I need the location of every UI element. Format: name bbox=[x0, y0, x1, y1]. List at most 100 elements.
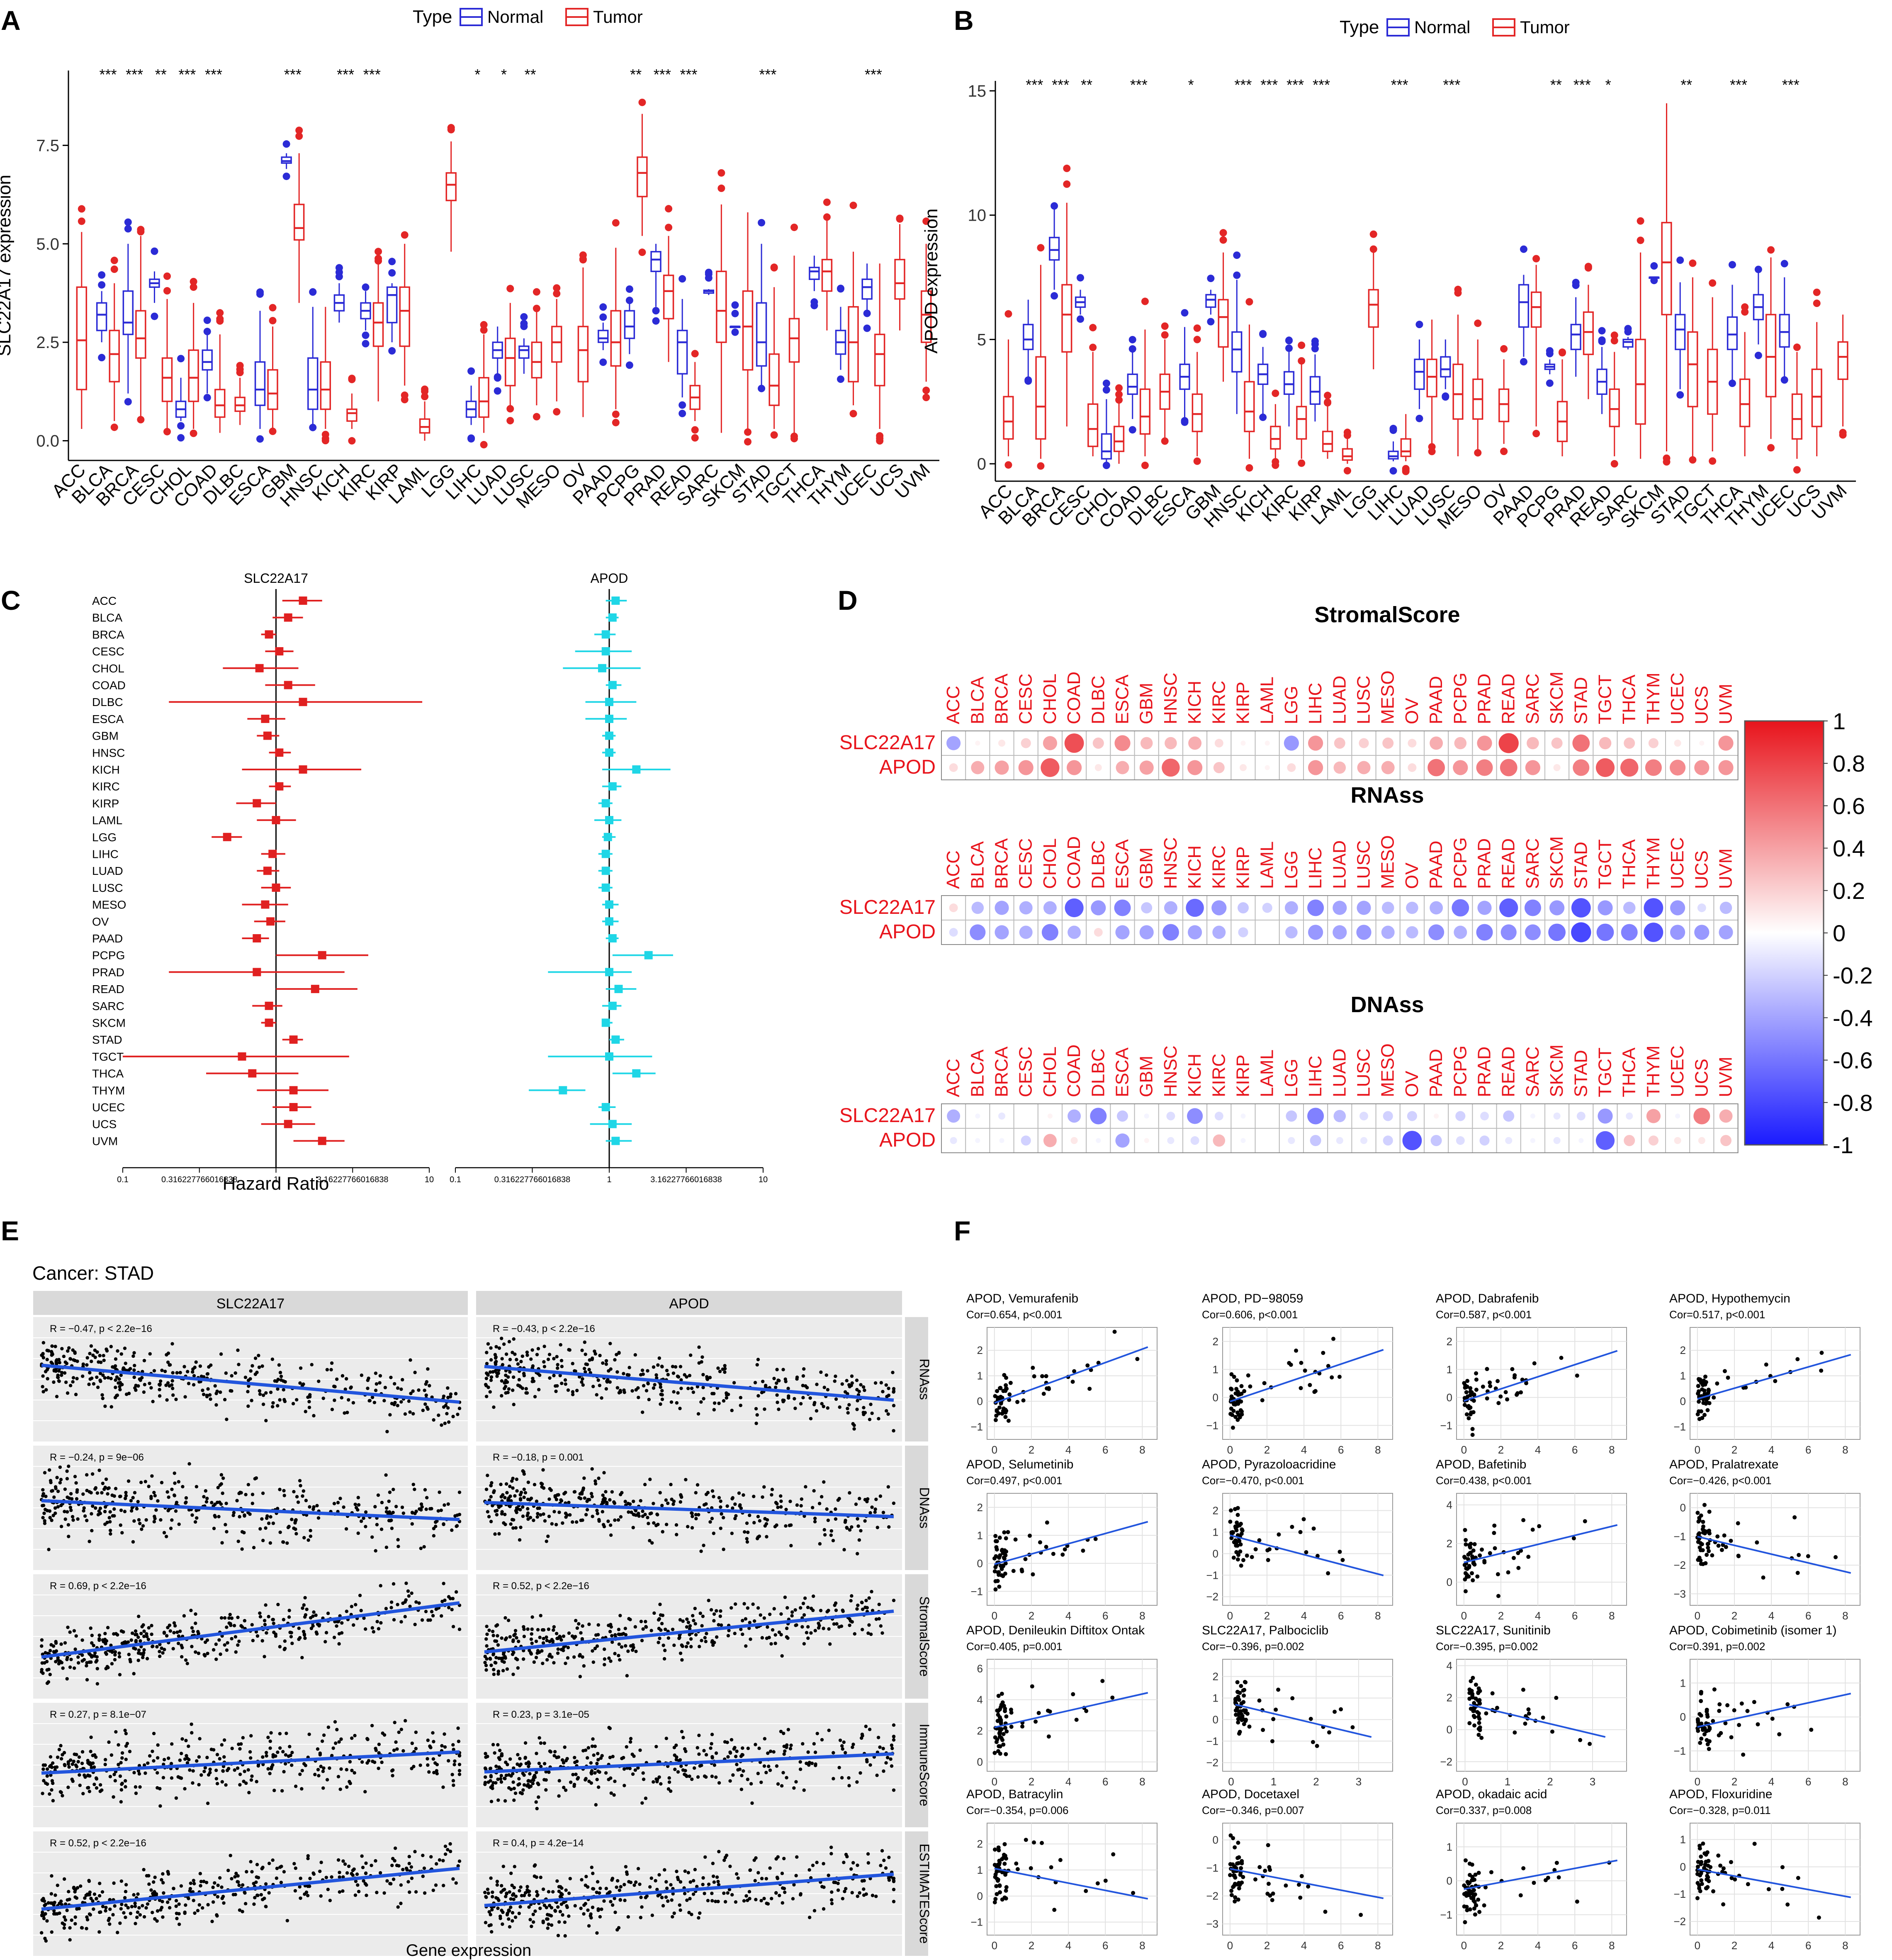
scatter-point bbox=[694, 1517, 698, 1521]
scatter-point bbox=[736, 1768, 740, 1772]
scatter-point bbox=[387, 1519, 391, 1522]
scatter-point bbox=[142, 1648, 146, 1652]
scatter-point bbox=[652, 1502, 655, 1505]
scatter-point bbox=[756, 1606, 760, 1610]
scatter-point bbox=[840, 1744, 844, 1748]
scatter-point bbox=[496, 1670, 501, 1673]
scatter-point bbox=[574, 1520, 579, 1524]
scatter-point bbox=[731, 1773, 735, 1777]
scatter-point bbox=[158, 1643, 162, 1646]
correlation-dot-dnass-apod-lgg bbox=[1288, 1137, 1295, 1144]
scatter-point bbox=[378, 1871, 382, 1875]
matrix-col-label-lgg: LGG bbox=[1281, 686, 1301, 724]
scatter-point bbox=[197, 1631, 200, 1636]
scatter-point bbox=[514, 1526, 518, 1530]
scatter-point bbox=[48, 1649, 52, 1653]
scatter-point bbox=[158, 1898, 162, 1902]
scatter-point bbox=[493, 1369, 497, 1373]
scatter-point bbox=[184, 1903, 187, 1907]
scatter-point bbox=[454, 1392, 458, 1395]
scatter-point bbox=[822, 1385, 826, 1389]
scatter-point bbox=[746, 1606, 750, 1610]
scatter-point bbox=[793, 1406, 797, 1410]
scatter-point bbox=[613, 1652, 617, 1656]
matrix-col-label-ucec: UCEC bbox=[1667, 672, 1688, 724]
scatter-point bbox=[547, 1654, 551, 1658]
outlier-point bbox=[652, 317, 660, 325]
scatter-point bbox=[195, 1485, 199, 1489]
correlation-dot-stromalscore-slc22a17-hnsc bbox=[1165, 737, 1177, 750]
correlation-dot-dnass-slc22a17-ucec bbox=[1675, 1113, 1680, 1119]
scatter-point bbox=[615, 1386, 620, 1390]
scatter-point bbox=[98, 1790, 102, 1793]
outlier-point bbox=[863, 324, 871, 332]
scatter-point bbox=[377, 1751, 381, 1755]
scatter-point bbox=[411, 1483, 415, 1486]
scatter-point bbox=[779, 1633, 783, 1636]
scatter-point bbox=[332, 1502, 336, 1505]
correlation-dot-stromalscore-apod-meso bbox=[1381, 761, 1395, 774]
outlier-point bbox=[520, 319, 528, 327]
scatter-point bbox=[672, 1500, 676, 1503]
box-normal-pcpg bbox=[624, 310, 635, 339]
scatter-point bbox=[513, 1352, 517, 1356]
scatter-point bbox=[496, 1371, 500, 1375]
scatter-point bbox=[545, 1635, 548, 1639]
scatter-point bbox=[764, 1383, 768, 1388]
scatter-point bbox=[119, 1523, 122, 1527]
scatter-point bbox=[490, 1481, 494, 1485]
scatter-point bbox=[855, 1378, 859, 1382]
scatter-point bbox=[67, 1346, 71, 1350]
scatter-point bbox=[595, 1393, 598, 1397]
scatter-point bbox=[566, 1646, 570, 1649]
correlation-dot-stromalscore-slc22a17-ucs bbox=[1699, 740, 1705, 746]
scatter-point bbox=[798, 1606, 803, 1610]
scatter-point bbox=[496, 1672, 500, 1676]
scatter-point bbox=[109, 1753, 114, 1757]
scatter-point bbox=[868, 1728, 872, 1731]
forest-row-label-paad: PAAD bbox=[92, 932, 123, 945]
scatter-point bbox=[653, 1383, 657, 1387]
scatter-point bbox=[364, 1524, 367, 1529]
scatter-point bbox=[230, 1746, 234, 1751]
scatter-point bbox=[127, 1653, 131, 1656]
outlier-point bbox=[1584, 263, 1592, 270]
correlation-dot-rnass-apod-blca bbox=[970, 924, 986, 940]
scatter-point bbox=[131, 1496, 135, 1500]
scatter-point bbox=[520, 1354, 525, 1358]
correlation-dot-dnass-apod-tgct bbox=[1595, 1131, 1615, 1150]
outlier-point bbox=[309, 288, 317, 296]
scatter-point bbox=[80, 1374, 85, 1378]
scatter-point bbox=[444, 1403, 448, 1407]
scatter-point bbox=[443, 1844, 447, 1848]
scatter-point bbox=[486, 1342, 490, 1346]
matrix-col-label-chol: CHOL bbox=[1040, 1047, 1060, 1097]
scatter-point bbox=[511, 1518, 516, 1522]
correlation-dot-stromalscore-slc22a17-luad bbox=[1334, 738, 1345, 749]
scatter-point bbox=[426, 1738, 430, 1742]
scatter-point bbox=[269, 1767, 273, 1771]
matrix-col-label-thca: THCA bbox=[1619, 839, 1639, 889]
outlier-point bbox=[1428, 448, 1436, 455]
scatter-point bbox=[575, 1388, 579, 1393]
outlier-point bbox=[520, 313, 528, 321]
box-normal-gbm bbox=[281, 156, 292, 164]
scatter-point bbox=[447, 1420, 451, 1424]
scatter-point bbox=[166, 1360, 170, 1364]
scatter-point bbox=[501, 1363, 505, 1367]
scatter-point bbox=[590, 1495, 594, 1499]
scatter-point bbox=[141, 1653, 145, 1657]
scatter-point bbox=[710, 1742, 713, 1746]
matrix-cell bbox=[1327, 1128, 1352, 1153]
scatter-point bbox=[280, 1789, 284, 1793]
correlation-dot-stromalscore-apod-read bbox=[1500, 759, 1517, 777]
facet-strip-row bbox=[905, 1831, 928, 1956]
scatter-point bbox=[700, 1624, 704, 1628]
correlation-dot-stromalscore-apod-acc bbox=[949, 763, 958, 772]
scatter-point bbox=[848, 1528, 852, 1532]
scatter-point bbox=[336, 1501, 340, 1505]
scatter-point bbox=[758, 1519, 762, 1523]
correlation-dot-stromalscore-slc22a17-read bbox=[1498, 733, 1519, 753]
outlier-point bbox=[612, 419, 620, 426]
scatter-point bbox=[457, 1763, 462, 1766]
